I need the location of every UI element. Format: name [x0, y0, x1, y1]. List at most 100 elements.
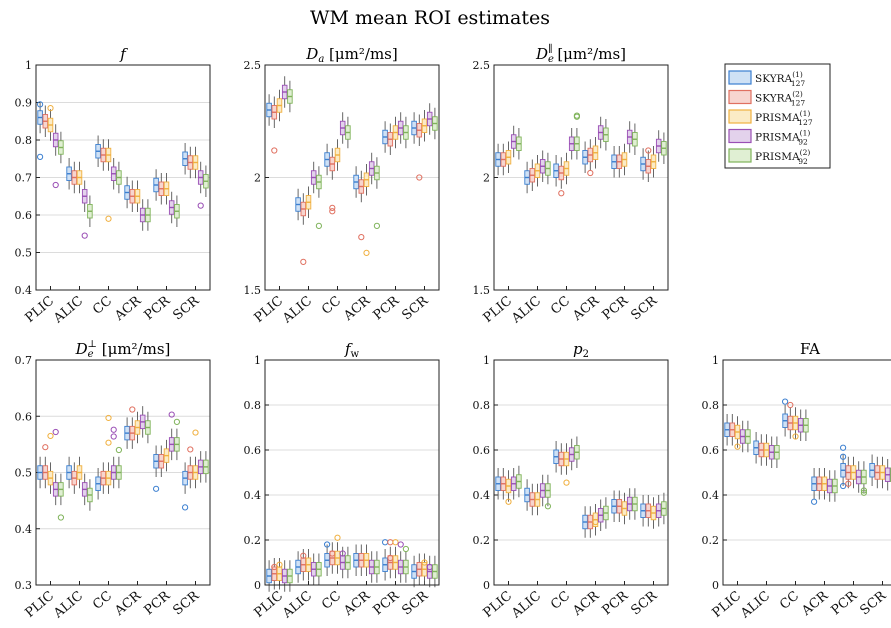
outlier-point: [840, 453, 847, 460]
box-scr-series-2: [187, 446, 194, 489]
x-tick-label: PLIC: [23, 589, 58, 621]
outlier-point: [329, 204, 336, 211]
box-pcr-series-5: [860, 461, 868, 496]
box-cc-series-3: [334, 139, 341, 171]
box-acr-series-4: [597, 116, 604, 149]
box-alic-series-2: [529, 483, 536, 516]
box-cc-series-4: [110, 158, 117, 190]
box-plic-series-4: [52, 124, 59, 189]
box-plic-series-2: [271, 558, 278, 590]
y-tick-label: 0.8: [473, 399, 491, 412]
y-tick-label: 0.2: [244, 534, 262, 547]
box-plic-series-3: [505, 470, 512, 505]
y-tick-label: 0.4: [244, 489, 262, 502]
box-scr-series-5: [203, 165, 209, 197]
box-plic-series-2: [500, 468, 507, 500]
box-acr-series-4: [139, 199, 146, 231]
box-alic-series-5: [315, 166, 322, 229]
box-scr-series-1: [182, 143, 188, 175]
box-alic-series-2: [71, 462, 78, 494]
box-acr-series-2: [587, 506, 594, 538]
box-pcr-series-5: [632, 488, 638, 520]
box-acr-series-1: [582, 506, 588, 538]
box-alic-series-1: [295, 551, 301, 583]
box-pcr-series-5: [174, 195, 180, 227]
y-tick-label: 1: [712, 354, 719, 367]
box-acr-series-1: [353, 544, 359, 576]
box-scr-series-5: [661, 132, 667, 164]
box-pcr-series-3: [163, 173, 170, 205]
box-scr-series-3: [650, 497, 657, 529]
box-plic-series-1: [266, 560, 272, 592]
box-pcr-series-2: [387, 123, 394, 155]
y-tick-label: 0.3: [15, 579, 33, 592]
box-scr-series-2: [416, 553, 423, 585]
box-cc-series-2: [787, 401, 794, 439]
legend-swatch: [728, 128, 752, 144]
box-alic-series-4: [310, 161, 317, 194]
x-tick-label: PCR: [600, 293, 632, 324]
box-alic-series-3: [305, 186, 312, 218]
box-acr-series-2: [129, 406, 136, 449]
outlier-point: [57, 514, 65, 521]
box-pcr-series-2: [845, 456, 852, 489]
box-scr-series-3: [192, 429, 199, 489]
box-pcr-series-4: [626, 488, 633, 520]
box-scr-series-4: [426, 555, 433, 588]
box-plic-series-5: [516, 465, 522, 498]
y-tick-label: 0.4: [15, 523, 33, 536]
box-cc-series-2: [100, 139, 107, 171]
x-tick-label: PLIC: [252, 589, 287, 621]
box-alic-series-1: [66, 158, 72, 190]
panel-title: FA: [800, 340, 820, 358]
box-plic-series-2: [729, 414, 736, 446]
y-tick-label: 0.7: [15, 172, 33, 185]
x-tick-label: PCR: [600, 588, 632, 619]
x-tick-label: ACR: [340, 293, 374, 325]
box-acr-series-3: [821, 468, 828, 500]
box-scr-series-2: [645, 495, 652, 527]
y-tick-label: 2.5: [473, 59, 491, 72]
x-tick-label: ALIC: [508, 294, 544, 327]
panel-title: De∥ [μm²/ms]: [535, 43, 626, 65]
box-plic-series-4: [510, 125, 517, 158]
outlier-point: [315, 222, 322, 229]
x-tick-label: CC: [90, 294, 115, 318]
y-tick-label: 0.4: [473, 489, 491, 502]
box-cc-series-3: [334, 534, 341, 574]
box-pcr-series-2: [387, 539, 394, 579]
box-pcr-series-1: [611, 146, 617, 178]
axes-frame: [264, 359, 440, 586]
y-tick-label: 1: [254, 354, 261, 367]
box-scr-series-2: [645, 147, 652, 182]
outlier-point: [397, 541, 404, 548]
outlier-point: [105, 439, 112, 446]
outlier-point: [153, 485, 160, 492]
outlier-point: [392, 539, 399, 546]
outlier-point: [47, 432, 54, 440]
axes-frame: [35, 64, 211, 291]
box-cc-series-4: [797, 409, 804, 441]
box-acr-series-1: [124, 176, 130, 209]
outlier-point: [47, 105, 54, 112]
outlier-point: [173, 418, 180, 425]
x-tick-label: CC: [777, 589, 802, 613]
box-scr-series-3: [192, 146, 199, 179]
x-tick-label: SCR: [628, 588, 661, 619]
box-pcr-series-1: [382, 539, 389, 581]
box-alic-series-3: [76, 456, 83, 489]
box-scr-series-4: [655, 495, 662, 527]
legend-label: PRISMA(2) 92: [755, 148, 810, 166]
box-acr-series-2: [587, 139, 594, 177]
box-cc-series-2: [100, 462, 107, 494]
box-alic-series-3: [305, 549, 312, 581]
box-cc-series-5: [574, 436, 580, 468]
box-pcr-series-4: [168, 411, 175, 461]
outlier-point: [110, 426, 117, 433]
box-alic-series-3: [763, 434, 770, 466]
y-tick-label: 2: [483, 172, 490, 185]
outlier-point: [544, 503, 552, 510]
